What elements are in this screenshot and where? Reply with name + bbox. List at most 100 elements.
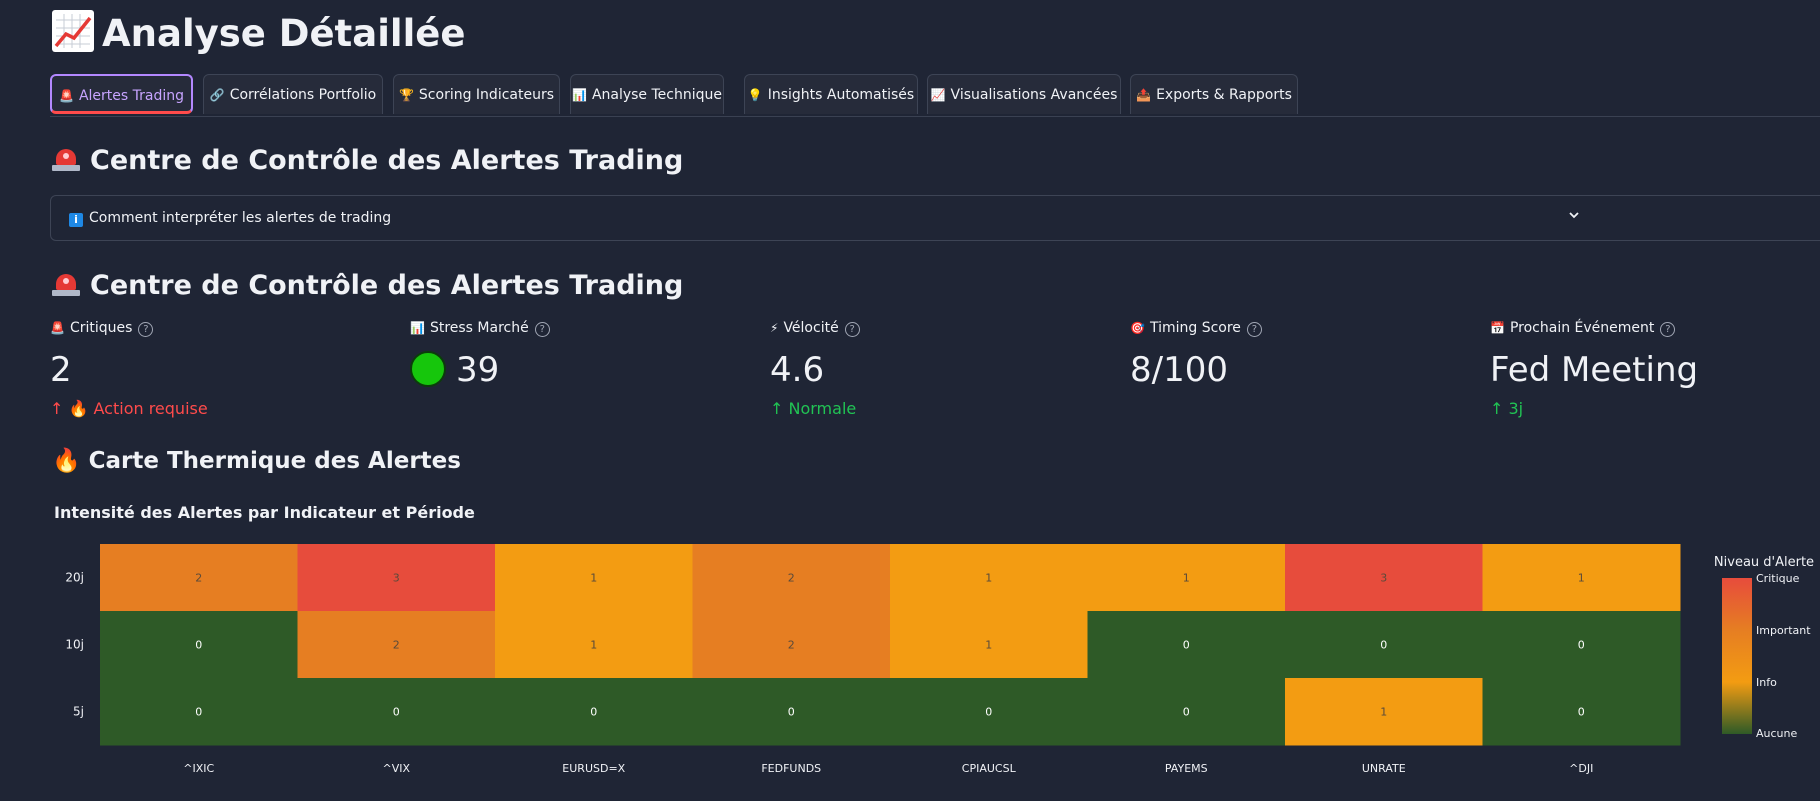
- arrow-up-icon: ↑: [1490, 399, 1504, 418]
- x-tick-label: FEDFUNDS: [761, 762, 821, 775]
- heatmap-cell-label: 0: [1578, 639, 1585, 652]
- x-tick-label: ^IXIC: [183, 762, 214, 775]
- colorbar-gradient: [1722, 578, 1752, 734]
- heatmap-cell-label: 1: [985, 639, 992, 652]
- heatmap-cell-label: 2: [788, 572, 795, 585]
- metric-velocite: ⚡ Vélocité? 4.6 ↑ Normale: [770, 320, 860, 418]
- heatmap-cell-label: 0: [1183, 706, 1190, 719]
- colorbar-tick-label: Critique: [1756, 572, 1800, 585]
- heatmap-cell-label: 0: [393, 706, 400, 719]
- heatmap-cell-10j-PAYEMS: [1087, 611, 1286, 679]
- heatmap-cell-label: 1: [985, 572, 992, 585]
- metric-value: 39: [410, 347, 550, 393]
- trophy-icon: 🏆: [398, 88, 414, 102]
- heatmap-cell-10j-^IXIC: [100, 611, 298, 679]
- x-tick-label: CPIAUCSL: [962, 762, 1017, 775]
- help-icon[interactable]: ?: [844, 322, 860, 337]
- tab-scoring-indicateurs[interactable]: 🏆 Scoring Indicateurs: [393, 74, 560, 114]
- heatmap-cell-label: 0: [590, 706, 597, 719]
- heatmap-cell-label: 0: [1380, 639, 1387, 652]
- heatmap-cell-label: 1: [1183, 572, 1190, 585]
- heatmap-cell-label: 2: [788, 639, 795, 652]
- heatmap-cell-label: 0: [788, 706, 795, 719]
- calendar-icon: 📅: [1490, 321, 1505, 335]
- heatmap-cell-10j-UNRATE: [1285, 611, 1483, 679]
- metric-label: Critiques: [69, 320, 133, 336]
- tab-correlations-portfolio[interactable]: 🔗 Corrélations Portfolio: [203, 74, 383, 114]
- siren-icon: [52, 147, 80, 171]
- heatmap-cell-20j-FEDFUNDS: [692, 544, 891, 612]
- help-icon[interactable]: ?: [1660, 322, 1676, 337]
- heatmap-cell-5j-CPIAUCSL: [890, 678, 1088, 746]
- interpretation-expander[interactable]: i Comment interpréter les alertes de trad…: [50, 195, 1820, 241]
- heatmap-cell-20j-^VIX: [297, 544, 496, 612]
- status-indicator-green: [410, 351, 446, 387]
- y-tick-label: 5j: [73, 705, 84, 719]
- y-tick-label: 20j: [65, 571, 84, 585]
- metric-critiques: 🚨 Critiques? 2 ↑ 🔥 Action requise: [50, 320, 208, 418]
- heatmap-cell-20j-UNRATE: [1285, 544, 1483, 612]
- target-icon: 🎯: [1130, 321, 1145, 335]
- metric-value: Fed Meeting: [1490, 350, 1699, 390]
- tab-visualisations-avancees[interactable]: 📈 Visualisations Avancées: [927, 74, 1121, 114]
- outbox-icon: 📤: [1136, 88, 1152, 102]
- siren-icon: 🚨: [50, 321, 65, 335]
- metric-label: Vélocité: [783, 320, 839, 336]
- x-tick-label: ^DJI: [1569, 762, 1593, 775]
- heatmap-cell-5j-^IXIC: [100, 678, 298, 746]
- heatmap-cell-label: 1: [1578, 572, 1585, 585]
- metric-value: 8/100: [1130, 350, 1228, 390]
- colorbar-tick-label: Important: [1756, 624, 1811, 637]
- help-icon[interactable]: ?: [1246, 322, 1262, 337]
- lightbulb-icon: 💡: [747, 88, 763, 102]
- heatmap-cell-label: 2: [195, 572, 202, 585]
- tab-exports-rapports[interactable]: 📤 Exports & Rapports: [1130, 74, 1298, 114]
- tab-alertes-trading[interactable]: 🚨 Alertes Trading: [50, 74, 193, 114]
- metric-stress-marche: 📊 Stress Marché? 39: [410, 320, 550, 393]
- heatmap-cell-10j-^VIX: [297, 611, 496, 679]
- lightning-icon: ⚡: [770, 321, 779, 335]
- tab-bar: 🚨 Alertes Trading 🔗 Corrélations Portfolio…: [50, 74, 1820, 117]
- heatmap-cell-10j-^DJI: [1482, 611, 1681, 679]
- colorbar-title: Niveau d'Alerte: [1714, 555, 1814, 570]
- info-icon: i: [69, 213, 83, 227]
- bar-chart-icon: 📊: [410, 321, 425, 335]
- colorbar-tick-label: Info: [1756, 676, 1777, 689]
- siren-icon: [52, 272, 80, 296]
- expander-label: Comment interpréter les alertes de tradi…: [89, 210, 392, 226]
- heatmap-cell-label: 1: [1380, 706, 1387, 719]
- x-tick-label: UNRATE: [1362, 762, 1406, 775]
- page-title-text: Analyse Détaillée: [102, 12, 466, 55]
- heatmap-cell-5j-^DJI: [1482, 678, 1681, 746]
- siren-icon: 🚨: [58, 89, 74, 103]
- metric-label: Stress Marché: [429, 320, 529, 336]
- tab-analyse-technique[interactable]: 📊 Analyse Technique: [570, 74, 724, 114]
- section-title: Centre de Contrôle des Alertes Trading: [52, 145, 683, 176]
- heatmap-cell-5j-^VIX: [297, 678, 496, 746]
- heatmap-cell-5j-FEDFUNDS: [692, 678, 891, 746]
- y-tick-label: 10j: [65, 638, 84, 652]
- heatmap-section-title: 🔥 Carte Thermique des Alertes: [52, 448, 461, 474]
- metric-label: Timing Score: [1149, 320, 1241, 336]
- heatmap-cell-label: 2: [393, 639, 400, 652]
- heatmap-cell-label: 0: [985, 706, 992, 719]
- metric-label: Prochain Événement: [1509, 320, 1655, 336]
- metric-timing-score: 🎯 Timing Score? 8/100: [1130, 320, 1262, 393]
- link-icon: 🔗: [209, 88, 225, 102]
- help-icon[interactable]: ?: [138, 322, 154, 337]
- tab-insights-automatises[interactable]: 💡 Insights Automatisés: [744, 74, 918, 114]
- arrow-up-icon: ↑: [50, 399, 64, 418]
- heatmap-cell-5j-EURUSD=X: [495, 678, 693, 746]
- metric-value: 2: [50, 350, 72, 390]
- metric-delta: ↑ Normale: [770, 399, 857, 418]
- heatmap-cell-label: 3: [393, 572, 400, 585]
- section-title-repeat: Centre de Contrôle des Alertes Trading: [52, 270, 683, 301]
- help-icon[interactable]: ?: [534, 322, 550, 337]
- heatmap-cell-10j-CPIAUCSL: [890, 611, 1088, 679]
- heatmap-cell-10j-EURUSD=X: [495, 611, 693, 679]
- arrow-up-icon: ↑: [770, 399, 784, 418]
- heatmap-cell-20j-^DJI: [1482, 544, 1681, 612]
- heatmap-cell-label: 0: [1578, 706, 1585, 719]
- x-tick-label: EURUSD=X: [562, 762, 625, 775]
- page-title: Analyse Détaillée: [52, 10, 465, 55]
